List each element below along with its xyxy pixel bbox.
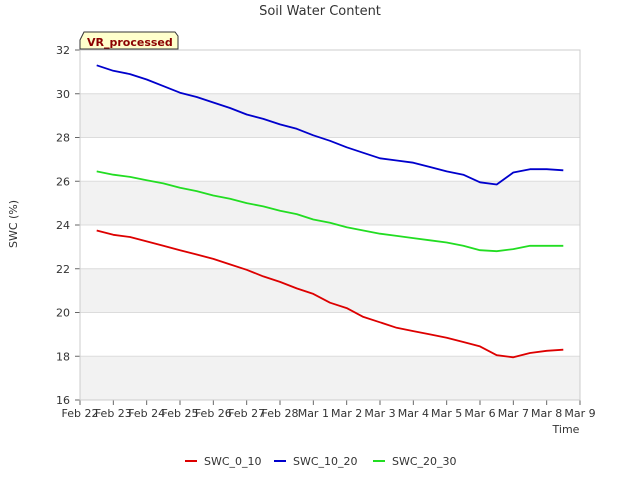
legend-label: SWC_20_30 [392, 455, 457, 468]
x-tick-label: Feb 26 [195, 407, 232, 420]
x-tick-label: Mar 4 [398, 407, 429, 420]
x-tick-label: Mar 1 [298, 407, 329, 420]
grid-band [80, 93, 580, 138]
series-line-swc-0-10 [96, 229, 564, 359]
legend-item-swc-0-10: SWC_0_10 [185, 455, 262, 468]
x-tick-label: Feb 22 [62, 407, 99, 420]
x-tick-label: Mar 6 [464, 407, 495, 420]
grid-band [80, 181, 580, 225]
processing-badge: VR_processed [79, 31, 179, 50]
x-tick-label: Mar 2 [331, 407, 362, 420]
x-tick-label: Feb 27 [228, 407, 265, 420]
x-tick-label: Feb 25 [162, 407, 199, 420]
legend-label: SWC_10_20 [293, 455, 358, 468]
y-tick-label: 20 [56, 307, 70, 320]
chart-title: Soil Water Content [259, 4, 381, 19]
y-tick-label: 30 [56, 88, 70, 101]
series-line-swc-10-20 [96, 64, 564, 186]
y-axis-title: SWC (%) [7, 200, 20, 248]
y-tick-label: 28 [56, 132, 70, 145]
x-tick-label: Mar 5 [431, 407, 462, 420]
plot-frame [79, 49, 581, 401]
legend: SWC_0_10 SWC_10_20 SWC_20_30 [185, 455, 457, 468]
x-axis-title: Time [552, 423, 580, 436]
badge-label: VR_processed [87, 36, 173, 49]
legend-item-swc-10-20: SWC_10_20 [274, 455, 358, 468]
y-tick-label: 16 [56, 394, 70, 407]
x-tick-label: Mar 7 [498, 407, 529, 420]
series-line-swc-20-30 [96, 170, 564, 253]
x-tick-label: Mar 9 [564, 407, 595, 420]
grid-band [80, 268, 580, 313]
y-tick-label: 32 [56, 44, 70, 57]
series-lines [96, 64, 564, 359]
x-tick-label: Feb 24 [128, 407, 165, 420]
x-tick-label: Feb 28 [262, 407, 299, 420]
x-tick-label: Feb 23 [95, 407, 132, 420]
y-tick-label: 18 [56, 350, 70, 363]
y-tick-label: 22 [56, 263, 70, 276]
y-tick-label: 26 [56, 175, 70, 188]
grid-band [80, 356, 580, 400]
y-tick-label: 24 [56, 219, 70, 232]
x-tick-label: Mar 3 [364, 407, 395, 420]
legend-item-swc-20-30: SWC_20_30 [373, 455, 457, 468]
x-tick-label: Mar 8 [531, 407, 562, 420]
legend-label: SWC_0_10 [204, 455, 262, 468]
